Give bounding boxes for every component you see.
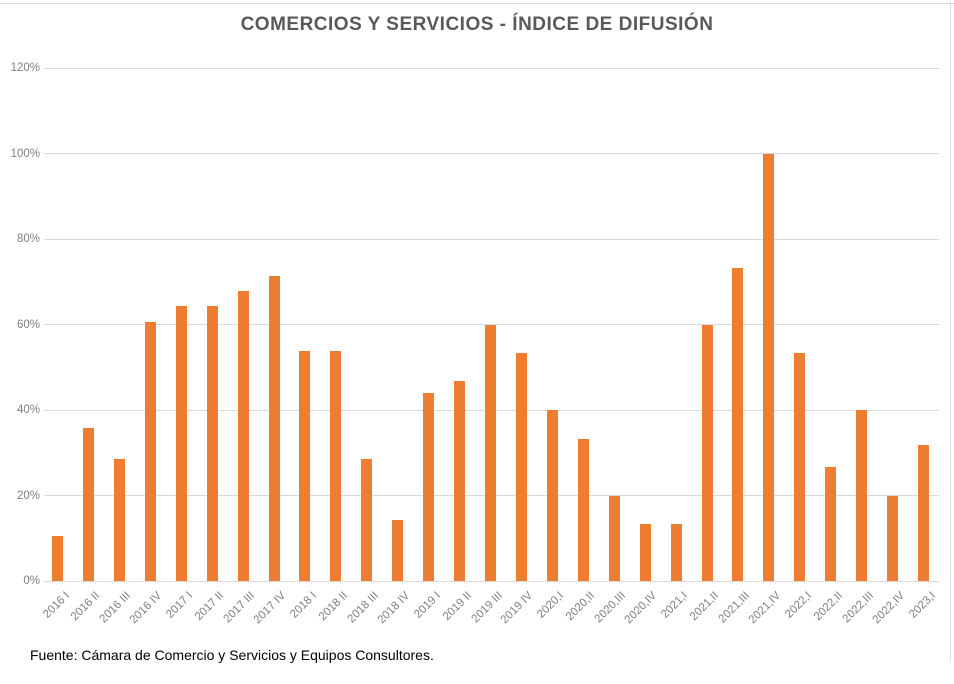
bar (763, 153, 775, 581)
bar (52, 536, 63, 581)
y-tick-label: 120% (10, 62, 40, 74)
bar (268, 275, 280, 581)
x-axis-line (44, 580, 939, 582)
gridline (44, 238, 939, 240)
bar (144, 322, 156, 581)
bar (423, 392, 435, 581)
bar (485, 324, 497, 581)
x-axis: 2016 I 2016 II 2016 III 2016 IV 2017 I 2017 I… (41, 589, 939, 649)
bar (113, 458, 125, 581)
bar (175, 306, 187, 581)
y-tick-label: 0% (23, 575, 40, 587)
bar (670, 524, 682, 581)
y-tick-label: 20% (16, 489, 40, 502)
chart-frame-right-border (950, 3, 951, 661)
bar (825, 466, 837, 581)
bar (206, 306, 218, 581)
bar (454, 381, 466, 581)
plot-area (44, 67, 939, 582)
chart-frame-top-border (0, 3, 954, 4)
bar (608, 495, 620, 581)
gridline (44, 67, 939, 69)
source-note: Fuente: Cámara de Comercio y Servicios y… (30, 647, 434, 663)
bar (639, 524, 651, 581)
bar (732, 267, 744, 581)
bar (299, 351, 311, 581)
bar (887, 495, 899, 581)
y-tick-label: 40% (16, 404, 40, 416)
bar (515, 353, 527, 581)
bar (392, 519, 404, 581)
bar (701, 324, 713, 581)
gridline (44, 153, 939, 154)
y-tick-label: 60% (16, 318, 40, 331)
bar (361, 458, 373, 581)
y-tick-label: 100% (10, 147, 40, 160)
y-axis: 0% 20% 40% 60% 80% 100% 120% (0, 62, 40, 587)
bar (577, 438, 589, 581)
y-tick-label: 80% (16, 233, 40, 245)
bar (918, 445, 930, 581)
bar (237, 290, 249, 581)
bar (546, 410, 558, 581)
bar (856, 410, 868, 581)
bar (82, 428, 94, 581)
chart-title: COMERCIOS Y SERVICIOS - ÍNDICE DE DIFUSI… (240, 14, 714, 35)
bar (794, 353, 806, 581)
bar (330, 351, 342, 581)
